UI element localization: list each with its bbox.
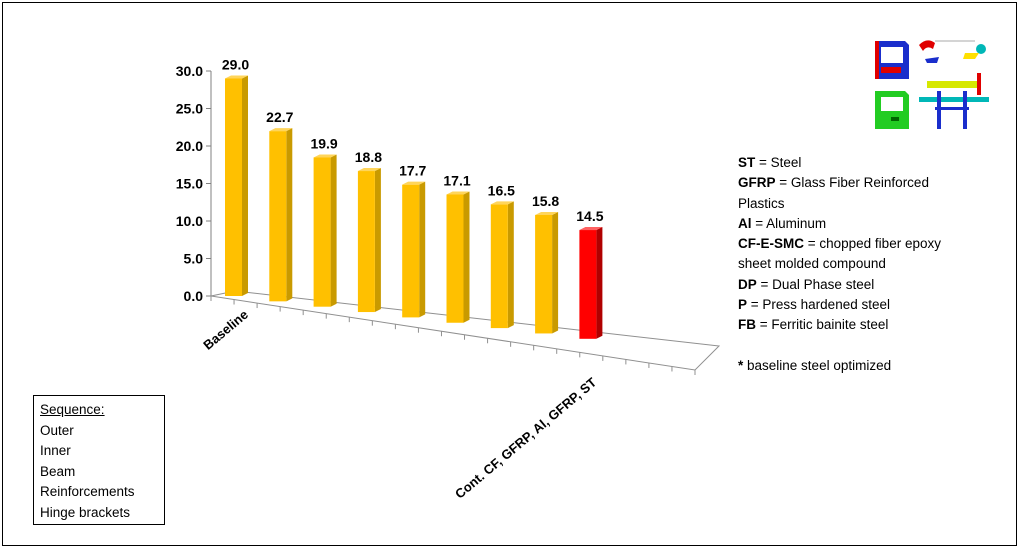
bar-value-label: 15.8 <box>532 193 559 209</box>
bar-side <box>286 128 293 302</box>
sequence-item: Hinge brackets <box>40 504 131 520</box>
abbreviation-legend: ST = Steel GFRP = Glass Fiber Reinforced P… <box>738 153 1008 376</box>
legend-abbreviation: FB <box>738 317 756 333</box>
bar <box>357 168 381 313</box>
bar-top <box>579 227 603 231</box>
bar-front <box>446 194 464 323</box>
hinge-bracket-icon <box>919 40 986 63</box>
bar <box>313 154 337 307</box>
bar-front <box>402 184 420 318</box>
bar-highlight <box>579 227 603 339</box>
bar <box>225 75 248 296</box>
sequence-item: Reinforcements <box>40 484 135 499</box>
sequence-item: Outer <box>40 422 74 438</box>
y-tick-label: 30.0 <box>176 63 203 79</box>
legend-note: * baseline steel optimized <box>738 356 1008 376</box>
legend-entry: Plastics <box>738 194 1008 214</box>
bar-front <box>357 171 375 313</box>
x-category-label: Cont. CF, GFRP, Al, GFRP, ST <box>452 375 599 502</box>
y-tick-label: 20.0 <box>176 138 203 154</box>
bar-front <box>225 78 242 296</box>
legend-abbreviation: CF-E-SMC <box>738 236 804 252</box>
sequence-title: Sequence: <box>40 402 105 417</box>
legend-abbreviation: GFRP <box>738 175 776 191</box>
bar-side <box>242 75 248 296</box>
bar <box>490 201 514 329</box>
bar-front <box>535 214 553 334</box>
x-category-label: Baseline <box>200 307 251 353</box>
bar-side <box>374 168 381 313</box>
bar-value-label: 18.8 <box>355 149 382 165</box>
sequence-box: Sequence: Outer Inner Beam Reinforcements Hi… <box>33 395 165 525</box>
legend-description: sheet molded compound <box>738 256 886 272</box>
door-outer-icon <box>875 41 909 79</box>
bar <box>269 128 293 302</box>
legend-abbreviation: Al <box>738 215 752 231</box>
bar-side <box>552 211 559 334</box>
bar-value-label: 17.1 <box>443 173 470 189</box>
bar-front <box>490 204 508 329</box>
legend-note-text: baseline steel optimized <box>743 357 892 373</box>
bar-top <box>357 168 381 172</box>
door-inner-icon <box>875 91 909 129</box>
legend-description: = Steel <box>755 155 802 170</box>
legend-abbreviation: DP <box>738 276 757 292</box>
bar-top <box>225 75 248 79</box>
bar-value-label: 19.9 <box>310 135 337 151</box>
legend-description: = Dual Phase steel <box>756 276 875 292</box>
chart-bars <box>225 75 603 339</box>
bar-top <box>269 128 293 132</box>
y-tick-label: 0.0 <box>184 288 204 304</box>
bar-top <box>313 154 337 158</box>
bar-value-label: 29.0 <box>222 57 249 73</box>
bar-front <box>313 157 331 307</box>
bar-chart: 0.0 5.0 10.0 15.0 20.0 25.0 30.0 29.0 22.7 19.9 18… <box>176 57 721 502</box>
bar <box>446 191 470 323</box>
legend-entry: Al = Aluminum <box>738 214 1008 234</box>
door-beam-icon <box>919 73 989 129</box>
bar-side <box>463 191 470 323</box>
legend-note-mark: * <box>738 357 744 373</box>
sequence-item: Beam <box>40 463 76 479</box>
bar <box>535 211 559 334</box>
legend-abbreviation: ST <box>738 155 756 170</box>
bar-side <box>507 201 514 329</box>
bar-side <box>596 227 603 339</box>
bar-top <box>446 191 470 195</box>
legend-description: = Glass Fiber Reinforced <box>775 175 929 191</box>
bar-side <box>330 154 337 307</box>
bar-front <box>269 131 287 302</box>
legend-description: = Press hardened steel <box>747 297 890 313</box>
bar-front <box>579 230 597 339</box>
bar <box>402 181 426 318</box>
door-component-thumbnails <box>875 40 989 129</box>
legend-description: = Ferritic bainite steel <box>756 317 889 333</box>
y-tick-label: 15.0 <box>176 176 203 192</box>
y-tick-label: 5.0 <box>184 251 204 267</box>
legend-entry: ST = Steel <box>738 153 1008 173</box>
sequence-list: Outer Inner Beam Reinforcements Hinge bracke… <box>40 421 164 524</box>
legend-description: = chopped fiber epoxy <box>804 236 941 252</box>
bar-side <box>419 181 426 318</box>
legend-entry: CF-E-SMC = chopped fiber epoxy <box>738 234 1008 254</box>
legend-entry: sheet molded compound <box>738 254 1008 274</box>
bar-value-label: 22.7 <box>266 109 293 125</box>
legend-description: Plastics <box>738 195 785 211</box>
bar-top <box>490 201 514 205</box>
legend-abbreviation: P <box>738 297 748 313</box>
bar-top <box>402 181 426 185</box>
legend-description: = Aluminum <box>751 215 827 231</box>
legend-entry: FB = Ferritic bainite steel <box>738 315 1008 335</box>
y-tick-label: 25.0 <box>176 101 203 117</box>
y-tick-label: 10.0 <box>176 213 203 229</box>
bar-value-label: 17.7 <box>399 163 426 179</box>
legend-entry: DP = Dual Phase steel <box>738 275 1008 295</box>
sequence-item: Inner <box>40 443 71 458</box>
bar-value-label: 14.5 <box>576 208 603 224</box>
legend-entry: GFRP = Glass Fiber Reinforced <box>738 173 1008 193</box>
bar-top <box>535 211 559 215</box>
bar-value-label: 16.5 <box>488 182 515 198</box>
legend-entry: P = Press hardened steel <box>738 295 1008 315</box>
